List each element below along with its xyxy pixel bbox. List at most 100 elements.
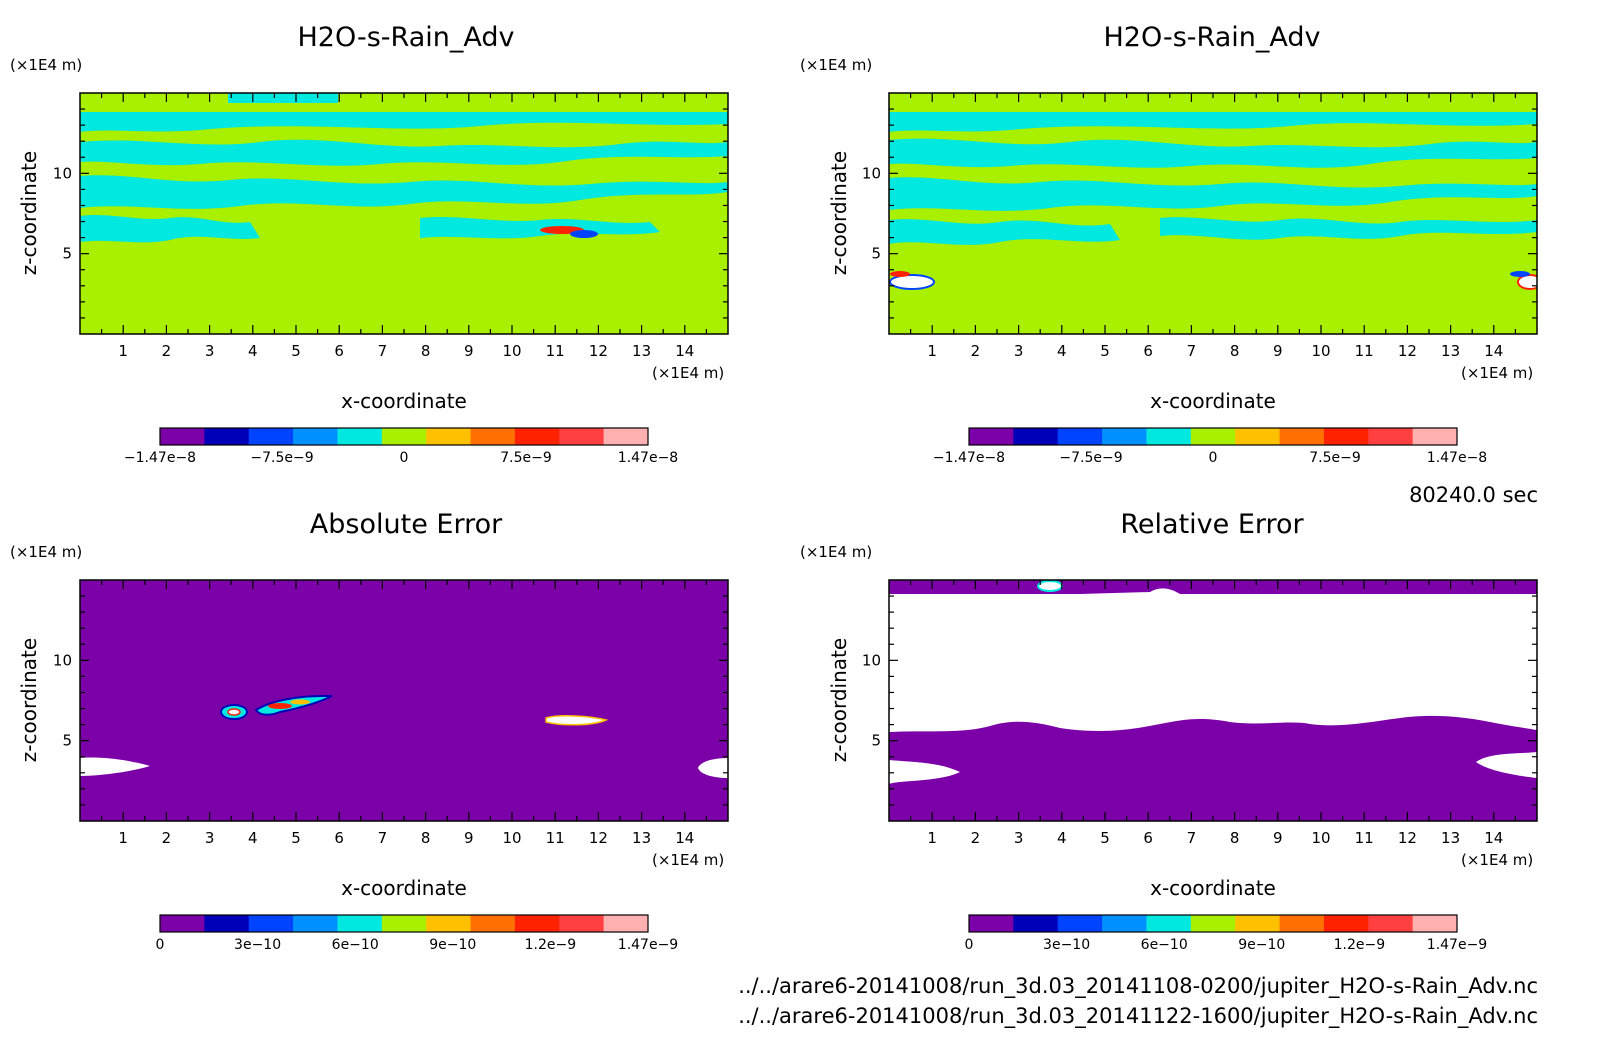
x-tick-label: 11 bbox=[1355, 342, 1374, 360]
x-tick-label: 14 bbox=[1484, 342, 1503, 360]
panel-title: H2O-s-Rain_Adv bbox=[298, 22, 515, 53]
colorbar-tick-labels: 0 3e−10 6e−10 9e−10 1.2e−9 1.47e−9 bbox=[156, 937, 679, 953]
x-tick-label: 1 bbox=[118, 829, 128, 847]
colorbar-swatch bbox=[1146, 915, 1192, 932]
panel-title: Absolute Error bbox=[310, 509, 503, 540]
panel-bottom-right: Relative Error (×1E4 m) 1 2 3 4 5 6 7 8 9 10 11 12 1… bbox=[800, 509, 1538, 953]
x-tick-label: 9 bbox=[464, 829, 474, 847]
y-unit-label: (×1E4 m) bbox=[10, 56, 82, 74]
x-tick-label: 11 bbox=[1355, 829, 1374, 847]
colorbar-tick-label: 1.2e−9 bbox=[525, 937, 577, 953]
y-axis-label: z-coordinate bbox=[17, 151, 41, 275]
colorbar-tick-label: −1.47e−8 bbox=[124, 450, 196, 466]
error-streak bbox=[254, 695, 333, 716]
plot-area bbox=[80, 93, 728, 334]
colorbar-frame bbox=[968, 427, 1458, 446]
error-streak-warm bbox=[290, 699, 310, 705]
colorbar-swatch bbox=[470, 428, 516, 445]
colorbar-swatch bbox=[514, 915, 560, 932]
x-tick-label: 11 bbox=[546, 342, 565, 360]
panel-bottom-left: Absolute Error (×1E4 m) 1 2 3 4 5 6 7 8 9 10 11 12 1… bbox=[10, 509, 729, 953]
colorbar-swatch bbox=[1057, 915, 1103, 932]
x-tick-label: 10 bbox=[1311, 829, 1330, 847]
panel-title: H2O-s-Rain_Adv bbox=[1104, 22, 1321, 53]
x-unit-label: (×1E4 m) bbox=[652, 851, 724, 869]
colorbar-swatch bbox=[1057, 428, 1103, 445]
x-tick-label: 10 bbox=[502, 342, 521, 360]
y-axis-label: z-coordinate bbox=[827, 638, 851, 762]
tick-marks bbox=[80, 93, 728, 334]
colorbar-swatch bbox=[160, 428, 205, 445]
colorbar bbox=[159, 914, 649, 933]
x-tick-label: 2 bbox=[162, 829, 172, 847]
colorbar-swatch bbox=[337, 428, 383, 445]
x-tick-label: 7 bbox=[1187, 342, 1197, 360]
colorbar-swatch bbox=[381, 915, 427, 932]
colorbar-swatch bbox=[248, 915, 294, 932]
x-tick-label: 13 bbox=[632, 342, 651, 360]
y-tick-label: 10 bbox=[862, 164, 881, 182]
panel-title: Relative Error bbox=[1120, 509, 1304, 540]
x-tick-label: 13 bbox=[1441, 342, 1460, 360]
colorbar-tick-label: 1.47e−9 bbox=[1427, 937, 1487, 953]
colorbar-swatch bbox=[204, 428, 250, 445]
colorbar-swatch bbox=[559, 428, 605, 445]
panel-top-left: H2O-s-Rain_Adv (×1E4 m) 1 2 3 4 5 6 7 8 9 10 11 12 1… bbox=[10, 22, 729, 466]
x-tick-label: 3 bbox=[1014, 342, 1024, 360]
colorbar-tick-label: 0 bbox=[156, 937, 165, 953]
x-tick-label: 14 bbox=[675, 829, 694, 847]
colorbar-tick-label: −1.47e−8 bbox=[933, 450, 1005, 466]
colorbar-frame bbox=[159, 427, 649, 446]
colorbar-swatch bbox=[248, 428, 294, 445]
colorbar bbox=[968, 427, 1458, 446]
plot-area bbox=[889, 93, 1537, 334]
y-axis-label: z-coordinate bbox=[17, 638, 41, 762]
x-tick-labels: 1 2 3 4 5 6 7 8 9 10 11 12 13 14 bbox=[927, 342, 1503, 360]
x-tick-label: 6 bbox=[334, 342, 344, 360]
x-tick-label: 5 bbox=[1100, 342, 1110, 360]
y-tick-labels: 5 10 bbox=[862, 651, 881, 749]
colorbar-swatch bbox=[969, 915, 1014, 932]
x-axis-label: x-coordinate bbox=[1150, 876, 1276, 900]
colorbar-swatch bbox=[1235, 915, 1281, 932]
anomaly-red-left bbox=[890, 271, 910, 277]
colorbar-tick-label: 9e−10 bbox=[429, 937, 476, 953]
x-tick-label: 2 bbox=[971, 342, 981, 360]
colorbar-swatch bbox=[559, 915, 605, 932]
x-tick-label: 4 bbox=[1057, 342, 1067, 360]
colorbar-swatch bbox=[1102, 428, 1147, 445]
colorbar-swatch bbox=[1146, 428, 1192, 445]
colorbar-tick-label: 3e−10 bbox=[234, 937, 281, 953]
x-unit-label: (×1E4 m) bbox=[652, 364, 724, 382]
tick-marks bbox=[80, 580, 728, 821]
colorbar-swatch bbox=[1368, 428, 1414, 445]
colorbar-tick-label: 1.47e−8 bbox=[1427, 450, 1487, 466]
y-tick-label: 5 bbox=[62, 245, 72, 263]
y-tick-label: 10 bbox=[53, 651, 72, 669]
time-label: 80240.0 sec bbox=[1409, 483, 1538, 507]
colorbar-swatch bbox=[1279, 428, 1325, 445]
x-tick-label: 6 bbox=[1143, 829, 1153, 847]
y-tick-label: 5 bbox=[871, 245, 881, 263]
tick-marks bbox=[889, 93, 1537, 334]
colorbar-swatch bbox=[1190, 915, 1236, 932]
x-tick-label: 13 bbox=[632, 829, 651, 847]
colorbar-swatch bbox=[381, 428, 427, 445]
colorbar-swatch bbox=[470, 915, 516, 932]
error-spot-core bbox=[227, 708, 241, 716]
colorbar-swatch bbox=[426, 428, 472, 445]
x-tick-label: 8 bbox=[1230, 342, 1240, 360]
y-unit-label: (×1E4 m) bbox=[800, 56, 872, 74]
colorbar-swatch bbox=[603, 915, 649, 932]
error-white-right bbox=[698, 758, 728, 778]
colorbar-tick-labels: −1.47e−8 −7.5e−9 0 7.5e−9 1.47e−8 bbox=[933, 450, 1487, 466]
colorbar-tick-labels: −1.47e−8 −7.5e−9 0 7.5e−9 1.47e−8 bbox=[124, 450, 678, 466]
x-tick-label: 12 bbox=[1398, 829, 1417, 847]
x-tick-label: 6 bbox=[334, 829, 344, 847]
anomaly-negative bbox=[570, 230, 598, 238]
colorbar-swatch bbox=[426, 915, 472, 932]
colorbar-swatch bbox=[1235, 428, 1281, 445]
x-tick-label: 10 bbox=[1311, 342, 1330, 360]
colorbar-swatch bbox=[1412, 915, 1458, 932]
